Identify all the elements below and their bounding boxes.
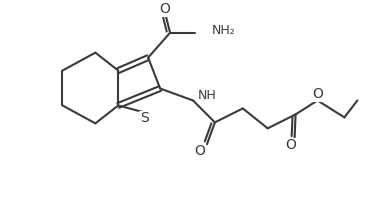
Text: O: O	[160, 2, 170, 16]
Text: O: O	[195, 144, 205, 158]
Text: O: O	[285, 138, 296, 152]
Text: S: S	[140, 111, 149, 125]
Text: NH₂: NH₂	[212, 24, 235, 37]
Text: O: O	[312, 87, 323, 101]
Text: NH: NH	[198, 89, 217, 102]
